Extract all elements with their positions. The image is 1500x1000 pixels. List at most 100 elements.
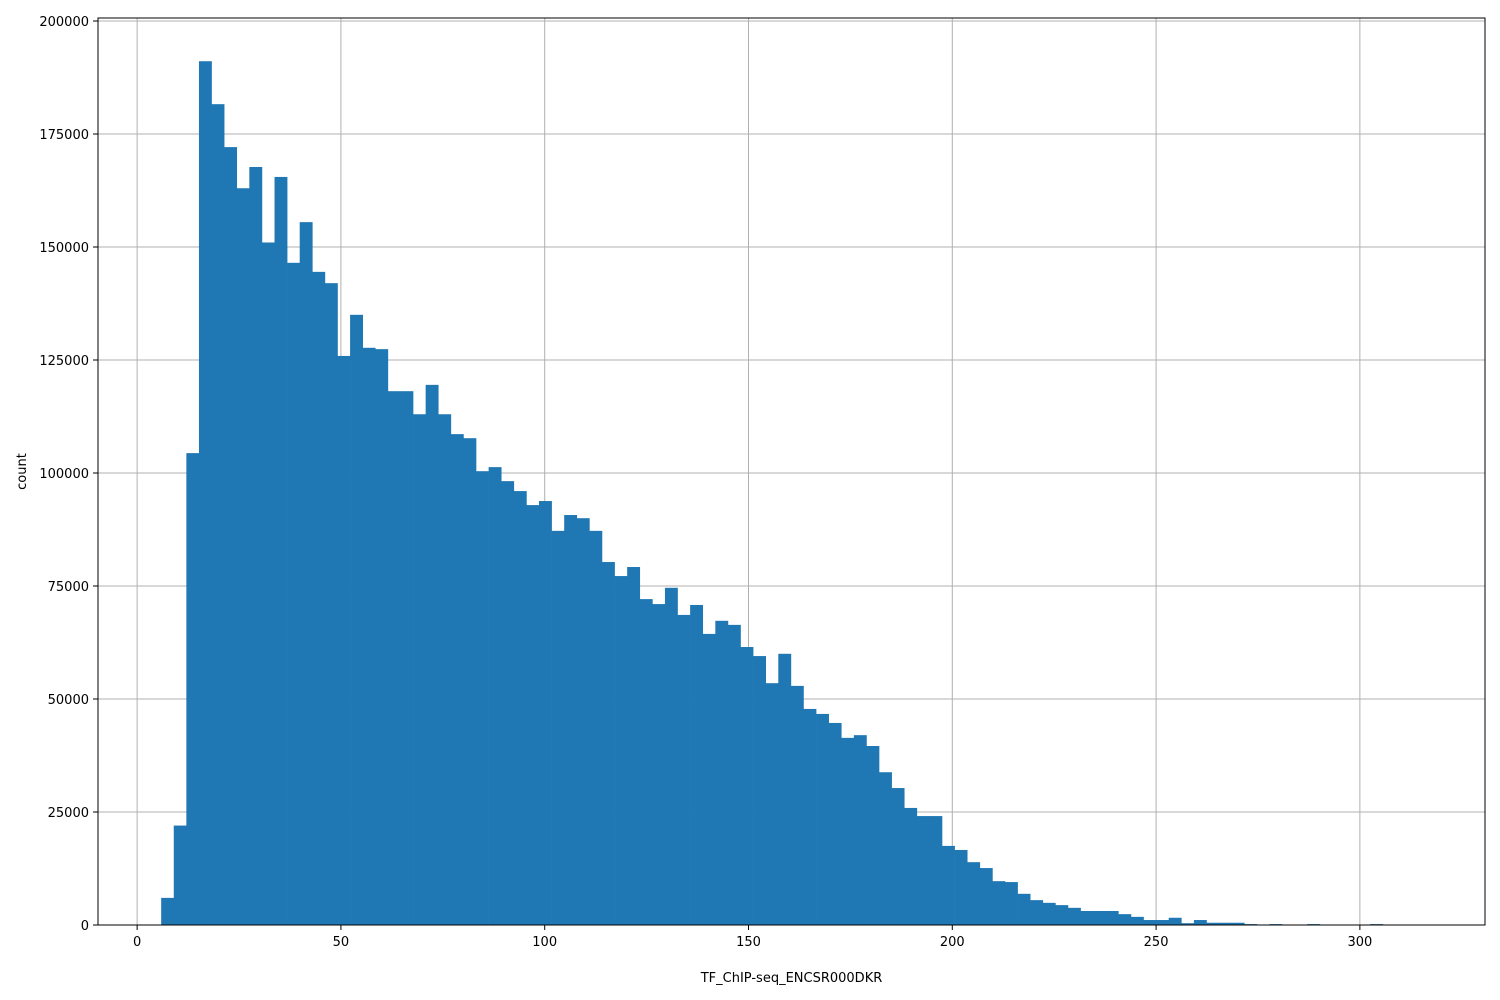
y-tick-label: 25000: [48, 806, 89, 821]
histogram-bar: [450, 434, 464, 925]
histogram-bar: [891, 788, 905, 925]
y-tick-label: 175000: [39, 128, 89, 143]
y-axis-label: count: [15, 453, 30, 490]
histogram-bar: [1181, 923, 1195, 925]
histogram-bar: [727, 624, 741, 925]
x-tick-label: 250: [1144, 935, 1169, 950]
histogram-bar: [841, 737, 855, 925]
histogram-bar: [362, 347, 376, 925]
histogram-bar: [1080, 910, 1094, 925]
histogram-bar: [1093, 910, 1107, 925]
histogram-bar: [1042, 902, 1056, 925]
histogram-bar: [753, 656, 767, 925]
histogram-bar: [979, 868, 993, 925]
histogram-bar: [954, 849, 968, 925]
histogram-bar: [1219, 922, 1232, 925]
histogram-bar: [916, 816, 930, 925]
histogram-bar: [198, 61, 212, 925]
y-tick-label: 150000: [39, 241, 89, 256]
histogram-bar: [337, 355, 351, 925]
y-tick-label: 50000: [48, 693, 89, 708]
y-tick-label: 75000: [48, 580, 89, 595]
histogram-bar: [702, 633, 716, 925]
histogram-bar: [1193, 920, 1207, 925]
histogram-bar: [690, 604, 704, 925]
histogram-bar: [1118, 914, 1132, 925]
histogram-bar: [551, 530, 565, 925]
histogram-bar: [942, 845, 955, 925]
y-tick-label: 0: [81, 919, 89, 934]
x-axis-ticks: 0 50 100 150 200 250 300: [133, 925, 1372, 950]
histogram-bar: [967, 862, 981, 925]
histogram-bar: [576, 518, 590, 925]
histogram-bar: [866, 746, 880, 925]
histogram-bar: [413, 414, 426, 925]
histogram-bar: [539, 501, 552, 925]
histogram-bar: [501, 481, 515, 925]
histogram-bars: [161, 61, 1384, 926]
histogram-bar: [639, 599, 653, 925]
histogram-bar: [1055, 905, 1069, 925]
y-axis-ticks: 0 25000 50000 75000 100000 125000 150000 175000…: [39, 15, 98, 934]
histogram-bar: [614, 576, 628, 925]
histogram-bar: [161, 897, 175, 925]
histogram-bar: [1067, 907, 1081, 925]
x-tick-label: 150: [736, 935, 761, 950]
histogram-bar: [1030, 900, 1044, 925]
histogram-bar: [261, 242, 275, 926]
histogram-bar: [274, 176, 288, 925]
y-tick-label: 200000: [39, 15, 89, 30]
histogram-bar: [350, 314, 363, 925]
histogram-bar: [1143, 920, 1157, 925]
histogram-bar: [627, 567, 641, 925]
histogram-bar: [589, 530, 603, 925]
histogram-bar: [904, 807, 918, 925]
histogram-bar: [249, 166, 263, 926]
histogram-bar: [1105, 910, 1119, 925]
histogram-bar: [1130, 916, 1144, 925]
histogram-bar: [173, 825, 187, 925]
histogram-bar: [1004, 882, 1018, 925]
histogram-bar: [790, 685, 804, 925]
histogram-bar: [224, 147, 238, 925]
histogram-bar: [513, 491, 527, 925]
histogram-bar: [803, 708, 817, 925]
x-tick-label: 300: [1347, 935, 1372, 950]
histogram-bar: [778, 653, 792, 925]
histogram-bar: [1156, 920, 1170, 925]
histogram-bar: [929, 816, 943, 925]
histogram-bar: [992, 881, 1006, 925]
histogram-bar: [425, 384, 439, 925]
histogram-bar: [476, 471, 489, 925]
histogram-bar: [299, 222, 313, 925]
y-tick-label: 125000: [39, 354, 89, 369]
histogram-bar: [664, 587, 678, 925]
histogram-bar: [1168, 917, 1182, 925]
plot-frame: [97, 17, 1486, 926]
x-axis-label: TF_ChIP-seq_ENCSR000DKR: [700, 971, 883, 986]
histogram-bar: [400, 391, 414, 925]
histogram-bar: [526, 505, 540, 925]
histogram-bar: [879, 772, 892, 925]
histogram-bar: [463, 438, 477, 925]
histogram-bar: [816, 713, 829, 925]
histogram-bar: [715, 620, 729, 925]
x-tick-label: 50: [333, 935, 350, 950]
histogram-bar: [652, 604, 666, 925]
histogram-bar: [677, 614, 691, 925]
histogram-bar: [853, 735, 867, 925]
histogram-bar: [765, 683, 779, 925]
histogram-bar: [740, 647, 754, 925]
x-tick-label: 200: [940, 935, 965, 950]
histogram-bar: [387, 391, 401, 925]
histogram-bar: [324, 283, 338, 925]
x-tick-label: 100: [532, 935, 557, 950]
histogram-bar: [601, 562, 615, 925]
histogram-bar: [312, 271, 326, 925]
histogram-bar: [287, 262, 301, 925]
histogram-bar: [186, 453, 200, 925]
histogram-bar: [375, 349, 389, 926]
histogram-bar: [211, 104, 225, 926]
y-tick-label: 100000: [39, 467, 89, 482]
